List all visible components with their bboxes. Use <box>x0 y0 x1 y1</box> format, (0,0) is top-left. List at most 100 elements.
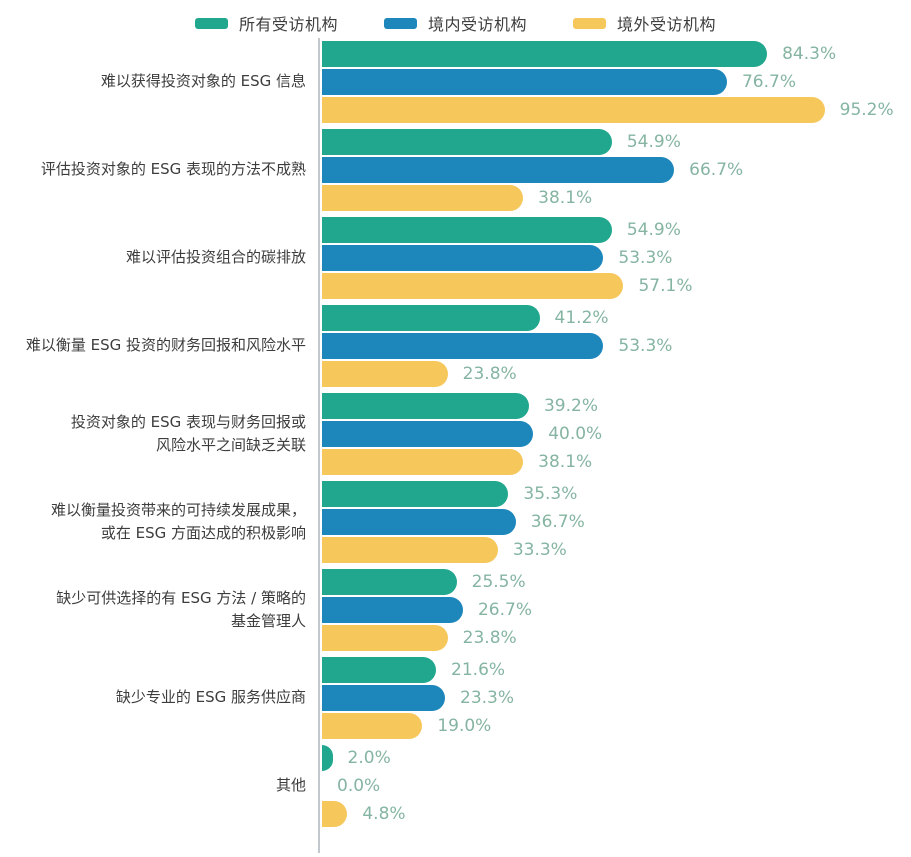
bar-series-1-cat-6 <box>322 597 463 623</box>
bar-row: 26.7% <box>322 597 911 623</box>
legend-item: 境外受访机构 <box>573 11 716 35</box>
chart-group: 难以衡量 ESG 投资的财务回报和风险水平 41.2% 53.3% 23.8% <box>0 302 911 390</box>
bar-row: 38.1% <box>322 185 911 211</box>
chart-group: 难以获得投资对象的 ESG 信息 84.3% 76.7% 95.2% <box>0 38 911 126</box>
bar-chart: 难以获得投资对象的 ESG 信息 84.3% 76.7% 95.2% 评估投资对象的 E… <box>0 38 911 855</box>
value-label: 0.0% <box>337 776 381 796</box>
bar-series-0-cat-8 <box>322 745 333 771</box>
bar-series-2-cat-1 <box>322 185 524 211</box>
bar-series-1-cat-2 <box>322 245 604 271</box>
value-label: 23.8% <box>462 628 517 648</box>
value-label: 38.1% <box>538 452 593 472</box>
bar-row: 38.1% <box>322 449 911 475</box>
bar-row: 23.8% <box>322 361 911 387</box>
category-bars: 21.6% 23.3% 19.0% <box>319 657 911 739</box>
bar-row: 66.7% <box>322 157 911 183</box>
category-bars: 39.2% 40.0% 38.1% <box>319 393 911 475</box>
category-bars: 41.2% 53.3% 23.8% <box>319 305 911 387</box>
value-label: 54.9% <box>626 132 681 152</box>
bar-series-0-cat-7 <box>322 657 437 683</box>
bar-row: 76.7% <box>322 69 911 95</box>
bar-series-0-cat-1 <box>322 129 612 155</box>
category-label: 评估投资对象的 ESG 表现的方法不成熟 <box>40 160 306 179</box>
category-bars: 2.0% 0.0% 4.8% <box>319 745 911 827</box>
category-bars: 54.9% 66.7% 38.1% <box>319 129 911 211</box>
bar-series-0-cat-4 <box>322 393 529 419</box>
bar-series-2-cat-4 <box>322 449 524 475</box>
value-label: 23.3% <box>460 688 515 708</box>
bar-series-2-cat-5 <box>322 537 498 563</box>
category-label: 难以评估投资组合的碳排放 <box>125 248 306 267</box>
bar-row: 39.2% <box>322 393 911 419</box>
bar-row: 95.2% <box>322 97 911 123</box>
value-label: 57.1% <box>638 276 693 296</box>
bar-row: 54.9% <box>322 129 911 155</box>
bar-row: 23.3% <box>322 685 911 711</box>
chart-group: 投资对象的 ESG 表现与财务回报或 风险水平之间缺乏关联 39.2% 40.0% 3… <box>0 390 911 478</box>
bar-series-0-cat-0 <box>322 41 768 67</box>
value-label: 35.3% <box>523 484 578 504</box>
bar-row: 53.3% <box>322 245 911 271</box>
value-label: 23.8% <box>462 364 517 384</box>
bar-series-1-cat-4 <box>322 421 534 447</box>
chart-group: 其他 2.0% 0.0% 4.8% <box>0 742 911 830</box>
chart-group: 难以评估投资组合的碳排放 54.9% 53.3% 57.1% <box>0 214 911 302</box>
bar-row: 0.0% <box>322 773 911 799</box>
value-label: 4.8% <box>362 804 406 824</box>
bar-series-2-cat-0 <box>322 97 825 123</box>
legend-label: 境外受访机构 <box>617 15 717 34</box>
legend-label: 所有受访机构 <box>238 15 338 34</box>
value-label: 53.3% <box>618 248 673 268</box>
bar-row: 21.6% <box>322 657 911 683</box>
bar-series-2-cat-3 <box>322 361 448 387</box>
legend-item: 境内受访机构 <box>383 11 527 35</box>
value-label: 95.2% <box>839 100 894 120</box>
bar-series-2-cat-6 <box>322 625 448 651</box>
chart-group: 缺少可供选择的有 ESG 方法 / 策略的 基金管理人 25.5% 26.7% 23.… <box>0 566 911 654</box>
category-label: 投资对象的 ESG 表现与财务回报或 风险水平之间缺乏关联 <box>70 412 306 454</box>
bar-series-1-cat-7 <box>322 685 446 711</box>
value-label: 33.3% <box>512 540 567 560</box>
value-label: 26.7% <box>477 600 532 620</box>
value-label: 84.3% <box>782 44 837 64</box>
category-bars: 84.3% 76.7% 95.2% <box>319 41 911 123</box>
bar-row: 23.8% <box>322 625 911 651</box>
value-label: 54.9% <box>626 220 681 240</box>
bar-series-1-cat-3 <box>322 333 604 359</box>
value-label: 41.2% <box>554 308 609 328</box>
category-label: 其他 <box>275 776 306 795</box>
value-label: 39.2% <box>543 396 598 416</box>
category-label: 难以获得投资对象的 ESG 信息 <box>100 72 306 91</box>
bar-row: 4.8% <box>322 801 911 827</box>
bar-row: 35.3% <box>322 481 911 507</box>
category-bars: 54.9% 53.3% 57.1% <box>319 217 911 299</box>
value-label: 76.7% <box>741 72 796 92</box>
category-bars: 35.3% 36.7% 33.3% <box>319 481 911 563</box>
bar-row: 25.5% <box>322 569 911 595</box>
bar-series-1-cat-0 <box>322 69 727 95</box>
bar-row: 41.2% <box>322 305 911 331</box>
bar-series-2-cat-2 <box>322 273 624 299</box>
value-label: 66.7% <box>689 160 744 180</box>
axis-line <box>318 38 320 853</box>
bar-row: 40.0% <box>322 421 911 447</box>
value-label: 36.7% <box>530 512 585 532</box>
bar-row: 19.0% <box>322 713 911 739</box>
legend-color-swatch <box>194 17 228 29</box>
category-label: 缺少可供选择的有 ESG 方法 / 策略的 基金管理人 <box>56 588 306 630</box>
value-label: 19.0% <box>437 716 492 736</box>
category-bars: 25.5% 26.7% 23.8% <box>319 569 911 651</box>
bar-row: 54.9% <box>322 217 911 243</box>
bar-series-0-cat-3 <box>322 305 540 331</box>
value-label: 40.0% <box>548 424 603 444</box>
value-label: 2.0% <box>347 748 391 768</box>
legend-color-swatch <box>383 17 417 29</box>
bar-row: 53.3% <box>322 333 911 359</box>
bar-row: 33.3% <box>322 537 911 563</box>
bar-series-2-cat-8 <box>322 801 348 827</box>
chart-group: 难以衡量投资带来的可持续发展成果， 或在 ESG 方面达成的积极影响 35.3% 3… <box>0 478 911 566</box>
bar-row: 84.3% <box>322 41 911 67</box>
legend-label: 境内受访机构 <box>427 15 527 34</box>
value-label: 38.1% <box>538 188 593 208</box>
bar-series-1-cat-5 <box>322 509 516 535</box>
